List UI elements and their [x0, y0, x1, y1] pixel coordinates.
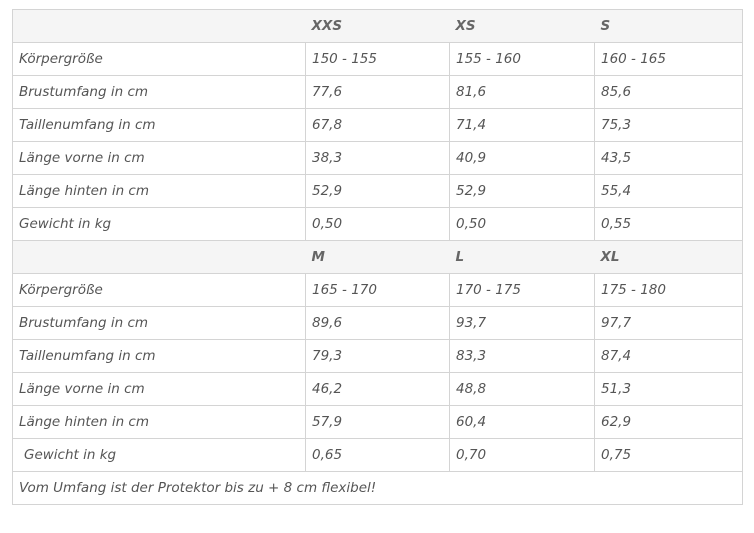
row-label: Gewicht in kg	[12, 438, 306, 472]
value-cell: 150 - 155	[305, 42, 450, 76]
value-cell: 87,4	[594, 339, 743, 373]
value-cell: 67,8	[305, 108, 450, 142]
row-label: Taillenumfang in cm	[12, 339, 306, 373]
size-header: XL	[594, 240, 743, 274]
table-row: Gewicht in kg 0,65 0,70 0,75	[12, 438, 743, 472]
footnote: Vom Umfang ist der Protektor bis zu + 8 …	[12, 471, 743, 505]
value-cell: 85,6	[594, 75, 743, 109]
value-cell: 81,6	[449, 75, 595, 109]
size-header: M	[305, 240, 450, 274]
size-chart-table: XXS XS S Körpergröße 150 - 155 155 - 160 160 -…	[12, 9, 743, 505]
value-cell: 155 - 160	[449, 42, 595, 76]
value-cell: 165 - 170	[305, 273, 450, 307]
size-header: XS	[449, 9, 595, 43]
table-row: Brustumfang in cm 89,6 93,7 97,7	[12, 306, 743, 340]
value-cell: 38,3	[305, 141, 450, 175]
value-cell: 77,6	[305, 75, 450, 109]
value-cell: 175 - 180	[594, 273, 743, 307]
value-cell: 0,50	[305, 207, 450, 241]
row-label: Länge vorne in cm	[12, 141, 306, 175]
value-cell: 0,50	[449, 207, 595, 241]
value-cell: 40,9	[449, 141, 595, 175]
size-header-row: M L XL	[12, 240, 743, 274]
row-label: Länge hinten in cm	[12, 174, 306, 208]
table-row: Brustumfang in cm 77,6 81,6 85,6	[12, 75, 743, 109]
table-row: Länge hinten in cm 52,9 52,9 55,4	[12, 174, 743, 208]
row-label: Körpergröße	[12, 42, 306, 76]
table-row: Länge hinten in cm 57,9 60,4 62,9	[12, 405, 743, 439]
value-cell: 160 - 165	[594, 42, 743, 76]
value-cell: 46,2	[305, 372, 450, 406]
value-cell: 89,6	[305, 306, 450, 340]
value-cell: 43,5	[594, 141, 743, 175]
row-label: Brustumfang in cm	[12, 75, 306, 109]
header-empty-cell	[12, 240, 306, 274]
table-row: Gewicht in kg 0,50 0,50 0,55	[12, 207, 743, 241]
value-cell: 57,9	[305, 405, 450, 439]
row-label: Körpergröße	[12, 273, 306, 307]
table-row: Taillenumfang in cm 67,8 71,4 75,3	[12, 108, 743, 142]
value-cell: 60,4	[449, 405, 595, 439]
value-cell: 55,4	[594, 174, 743, 208]
value-cell: 62,9	[594, 405, 743, 439]
value-cell: 71,4	[449, 108, 595, 142]
size-header-row: XXS XS S	[12, 9, 743, 43]
row-label: Gewicht in kg	[12, 207, 306, 241]
value-cell: 0,65	[305, 438, 450, 472]
row-label: Länge hinten in cm	[12, 405, 306, 439]
value-cell: 79,3	[305, 339, 450, 373]
row-label: Brustumfang in cm	[12, 306, 306, 340]
value-cell: 51,3	[594, 372, 743, 406]
table-row: Taillenumfang in cm 79,3 83,3 87,4	[12, 339, 743, 373]
value-cell: 93,7	[449, 306, 595, 340]
value-cell: 52,9	[305, 174, 450, 208]
table-row: Körpergröße 165 - 170 170 - 175 175 - 180	[12, 273, 743, 307]
size-header: XXS	[305, 9, 450, 43]
value-cell: 0,55	[594, 207, 743, 241]
size-header: S	[594, 9, 743, 43]
row-label: Taillenumfang in cm	[12, 108, 306, 142]
header-empty-cell	[12, 9, 306, 43]
table-row: Länge vorne in cm 46,2 48,8 51,3	[12, 372, 743, 406]
value-cell: 0,70	[449, 438, 595, 472]
table-row: Länge vorne in cm 38,3 40,9 43,5	[12, 141, 743, 175]
value-cell: 0,75	[594, 438, 743, 472]
value-cell: 170 - 175	[449, 273, 595, 307]
value-cell: 52,9	[449, 174, 595, 208]
value-cell: 75,3	[594, 108, 743, 142]
value-cell: 48,8	[449, 372, 595, 406]
value-cell: 97,7	[594, 306, 743, 340]
value-cell: 83,3	[449, 339, 595, 373]
row-label: Länge vorne in cm	[12, 372, 306, 406]
table-row: Körpergröße 150 - 155 155 - 160 160 - 165	[12, 42, 743, 76]
size-header: L	[449, 240, 595, 274]
footnote-row: Vom Umfang ist der Protektor bis zu + 8 …	[12, 471, 743, 505]
